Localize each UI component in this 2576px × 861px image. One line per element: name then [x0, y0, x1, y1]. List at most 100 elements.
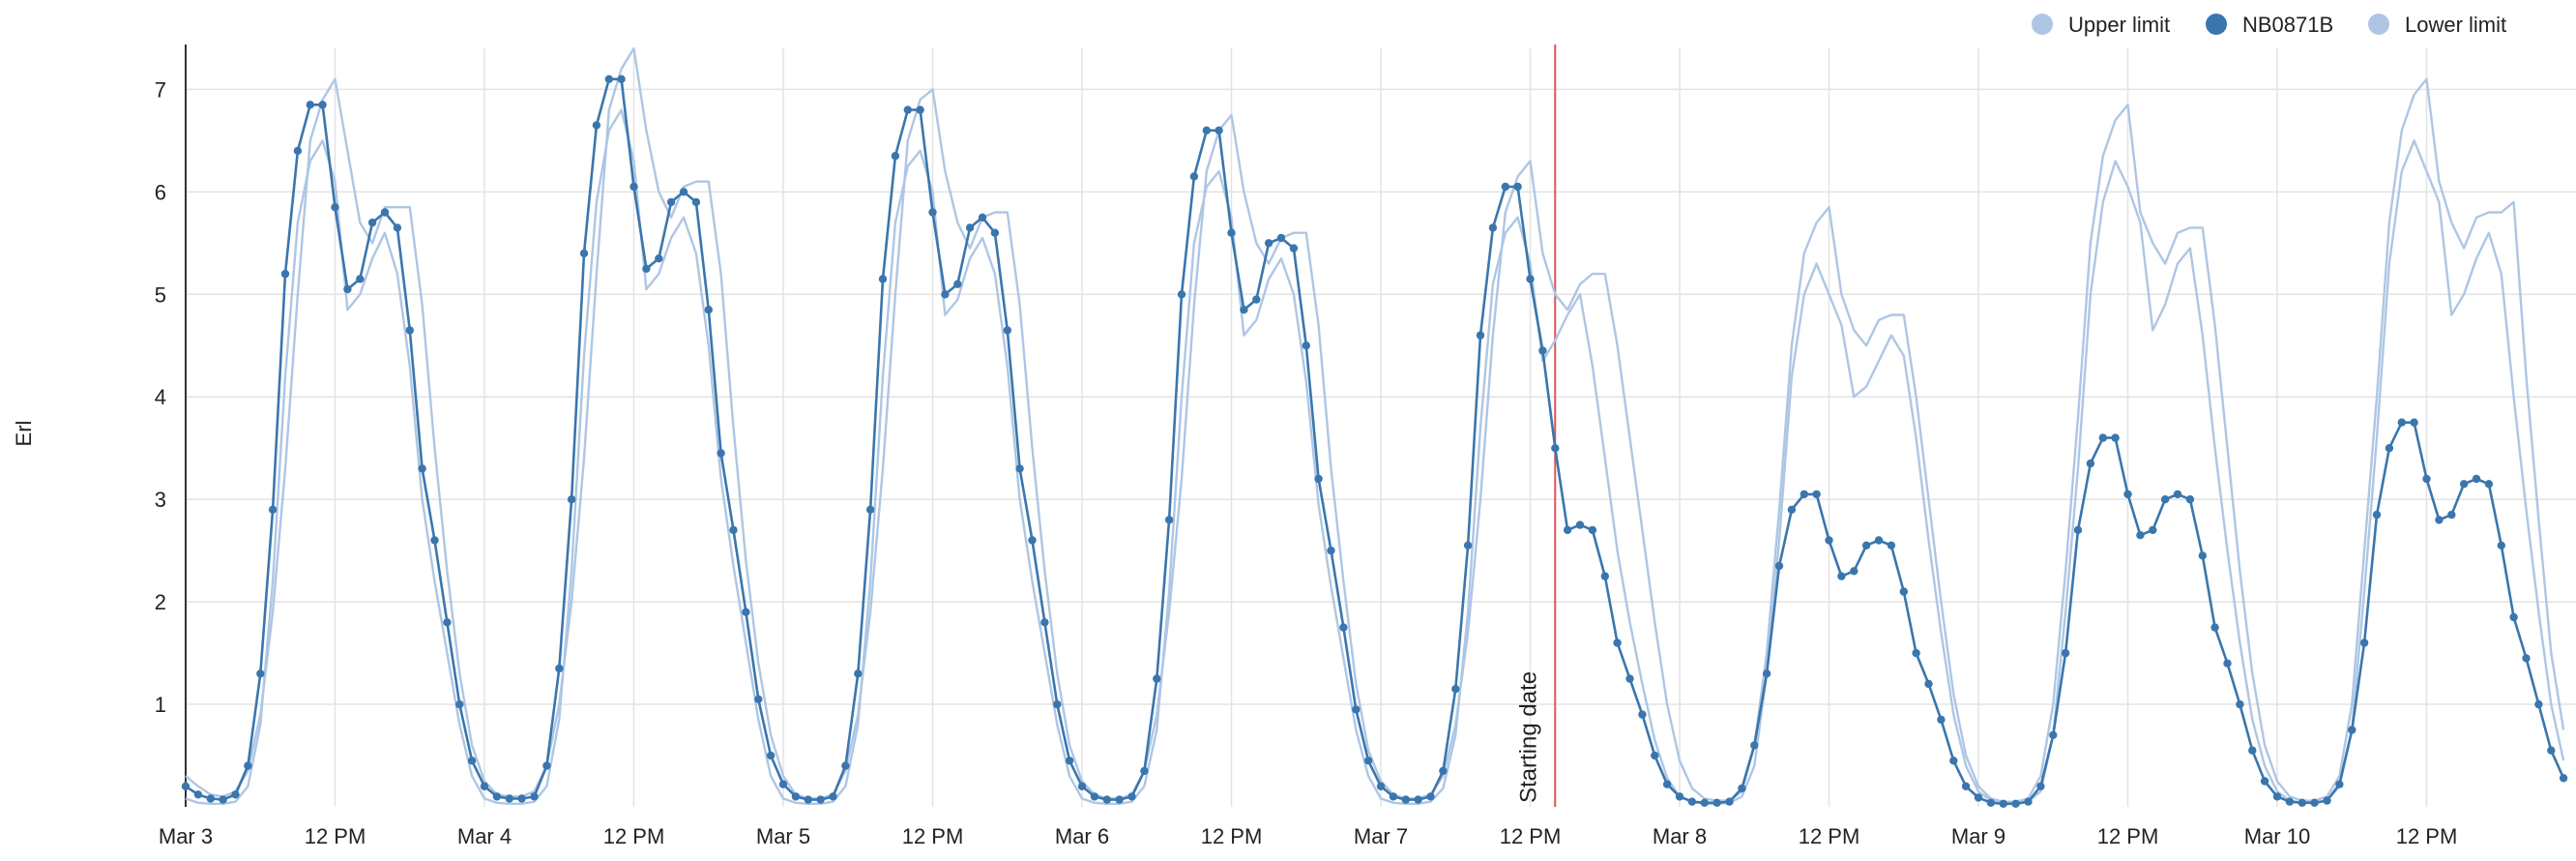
data-point: [1040, 618, 1049, 627]
data-point: [467, 757, 477, 765]
data-point: [2086, 459, 2095, 468]
data-point: [1625, 674, 1634, 683]
data-point: [318, 101, 327, 109]
x-tick-label: Mar 9: [1951, 824, 2005, 848]
data-point: [2061, 648, 2070, 658]
data-point: [2348, 726, 2356, 734]
data-point: [2435, 516, 2444, 524]
data-point: [1999, 799, 2007, 808]
data-point: [1289, 244, 1299, 252]
data-point: [742, 608, 750, 616]
x-tick-label: 12 PM: [902, 824, 964, 848]
data-point: [604, 74, 613, 84]
data-point: [1800, 490, 1809, 499]
data-point: [2160, 495, 2170, 504]
x-tick-label: Mar 6: [1055, 824, 1109, 848]
data-point: [1526, 275, 1535, 283]
data-point: [1352, 705, 1361, 714]
data-point: [729, 525, 738, 535]
legend-label-upper-limit[interactable]: Upper limit: [2068, 13, 2170, 37]
data-point: [1389, 792, 1398, 801]
data-point: [219, 795, 227, 804]
data-point: [1264, 239, 1273, 248]
x-tick-label: 12 PM: [305, 824, 366, 848]
data-point: [1189, 172, 1199, 181]
data-point: [343, 284, 352, 294]
data-point: [2198, 551, 2207, 560]
data-point: [891, 152, 900, 161]
data-point: [1115, 795, 1124, 804]
data-point: [367, 218, 377, 227]
data-point: [268, 505, 278, 514]
data-point: [791, 792, 801, 801]
data-point: [1874, 536, 1884, 545]
data-point: [2024, 797, 2033, 806]
data-point: [2098, 433, 2107, 442]
data-point: [2372, 510, 2382, 520]
data-point: [1127, 792, 1136, 801]
data-point: [816, 795, 825, 804]
data-point: [766, 751, 776, 760]
x-tick-label: Mar 8: [1653, 824, 1707, 848]
data-point: [2111, 433, 2120, 442]
axes: 1 2 3 4 5 6 7 Mar 3 12 PM Mar 4 12 PM Mar 5 12 PM Mar…: [155, 45, 2458, 848]
data-point: [704, 306, 713, 314]
x-tick-label: Mar 5: [756, 824, 810, 848]
data-point: [1003, 326, 1012, 335]
data-point: [1439, 766, 1448, 776]
data-point: [2335, 780, 2344, 788]
x-tick-label: 12 PM: [1201, 824, 1263, 848]
x-tick-label: Mar 3: [159, 824, 213, 848]
data-point: [592, 121, 601, 130]
legend-label-nb0871b[interactable]: NB0871B: [2242, 13, 2333, 37]
data-point: [1488, 223, 1498, 232]
data-point: [181, 782, 190, 790]
data-point: [1327, 546, 1335, 555]
data-point: [865, 505, 875, 514]
data-point: [903, 105, 912, 114]
data-point: [1015, 464, 1024, 473]
data-point: [841, 761, 850, 770]
data-point: [2509, 612, 2518, 622]
data-point: [280, 269, 290, 279]
data-point: [331, 203, 339, 212]
x-tick-label: Mar 10: [2244, 824, 2310, 848]
data-point: [293, 146, 303, 156]
data-point: [455, 699, 464, 709]
data-point: [2236, 699, 2244, 709]
data-point: [829, 792, 837, 801]
data-point: [1912, 648, 1920, 658]
data-point: [2185, 495, 2195, 504]
data-point: [629, 182, 638, 192]
y-tick-label: 5: [155, 282, 166, 307]
data-point: [2459, 480, 2469, 489]
data-point: [505, 794, 513, 803]
data-point: [1215, 126, 1223, 134]
data-point: [567, 495, 576, 504]
series-line-nb0871b: [185, 77, 2565, 806]
data-point: [2534, 699, 2543, 709]
data-point: [2310, 798, 2319, 807]
data-point: [2298, 798, 2306, 807]
legend-label-lower-limit[interactable]: Lower limit: [2405, 13, 2506, 37]
data-point: [928, 208, 937, 217]
data-point: [642, 264, 651, 273]
data-point: [2123, 490, 2132, 499]
grid: [186, 48, 2576, 807]
data-point: [1738, 784, 1746, 793]
legend-marker-nb0871b: [2206, 14, 2227, 35]
data-point: [2073, 525, 2083, 535]
data-point: [2248, 746, 2257, 755]
data-point: [754, 695, 763, 703]
data-point: [1651, 751, 1659, 760]
data-point: [1376, 782, 1386, 790]
data-point: [393, 223, 402, 232]
y-axis-label: Erl: [12, 421, 36, 447]
data-point: [617, 74, 626, 84]
x-tick-label: 12 PM: [2396, 824, 2458, 848]
data-point: [1712, 798, 1721, 807]
data-point: [492, 792, 502, 801]
data-point: [666, 197, 676, 207]
data-point: [655, 254, 663, 263]
